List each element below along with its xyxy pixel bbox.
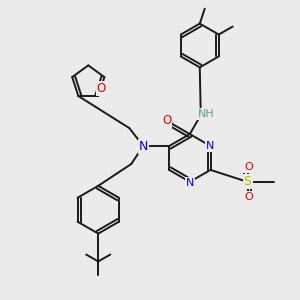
Text: O: O bbox=[162, 114, 172, 127]
Text: N: N bbox=[186, 178, 194, 188]
Text: O: O bbox=[97, 82, 106, 95]
Text: N: N bbox=[206, 141, 215, 151]
Text: O: O bbox=[244, 192, 253, 202]
Text: N: N bbox=[139, 140, 148, 152]
Text: NH: NH bbox=[198, 109, 215, 119]
Text: S: S bbox=[244, 176, 251, 188]
Text: O: O bbox=[244, 162, 253, 172]
